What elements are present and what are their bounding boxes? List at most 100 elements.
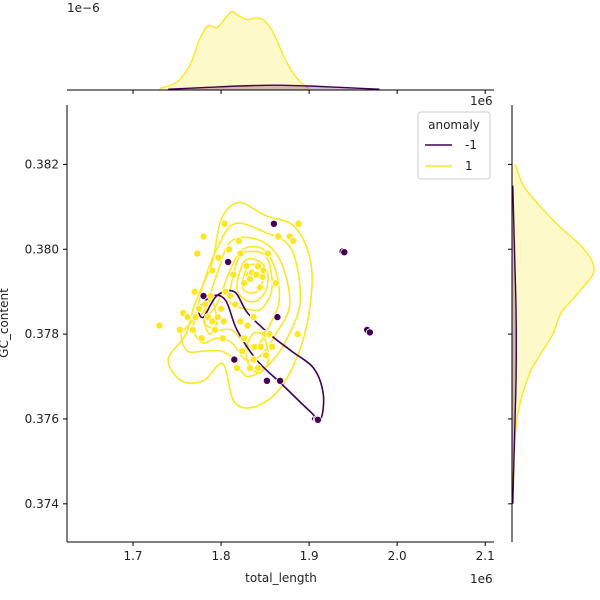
- point-pos1: [214, 253, 223, 262]
- point-neg1: [224, 257, 233, 266]
- point-pos1: [253, 363, 262, 372]
- point-pos1: [246, 363, 255, 372]
- point-neg1: [262, 376, 271, 385]
- kde-contour-pos1: [236, 257, 269, 303]
- marginal-x-curve-neg1: [168, 84, 380, 90]
- point-pos1: [239, 279, 248, 288]
- legend: anomaly -1 1: [417, 111, 491, 180]
- point-pos1: [234, 236, 243, 245]
- point-pos1: [255, 283, 264, 292]
- point-pos1: [243, 321, 252, 330]
- point-pos1: [259, 266, 268, 275]
- point-pos1: [193, 249, 202, 258]
- top-marginal-offset-label: 1e−6: [67, 1, 100, 15]
- point-pos1: [190, 287, 199, 296]
- kde-contour-pos1: [167, 201, 313, 409]
- point-pos1: [175, 325, 184, 334]
- point-pos1: [271, 279, 280, 288]
- scatter-points: [155, 219, 374, 424]
- point-pos1: [236, 317, 245, 326]
- marginal-y-panel: [512, 164, 595, 504]
- point-pos1: [197, 334, 206, 343]
- point-neg1: [365, 328, 374, 337]
- x-offset-label: 1e6: [470, 572, 493, 586]
- point-neg1: [340, 248, 349, 257]
- point-pos1: [217, 304, 226, 313]
- point-pos1: [256, 342, 265, 351]
- point-pos1: [155, 321, 164, 330]
- axes: 1.7 1.8 1.9 2.0 2.1 0.374 0.376 0.378 0.380 0.382: [25, 89, 513, 563]
- marginal-y-fill-neg1: [512, 185, 517, 504]
- marginal-x-fill-neg1: [168, 85, 380, 90]
- point-pos1: [210, 325, 219, 334]
- marginal-y-curve-neg1: [512, 185, 518, 504]
- kde-contour-pos1: [192, 236, 291, 362]
- point-pos1: [238, 347, 247, 356]
- point-pos1: [191, 313, 200, 322]
- point-neg1: [199, 291, 208, 300]
- point-pos1: [253, 262, 262, 271]
- marginal-y-fill-pos1: [512, 164, 595, 483]
- point-neg1: [273, 313, 282, 322]
- marginal-y-curve-pos1: [512, 164, 595, 483]
- point-pos1: [249, 313, 258, 322]
- point-pos1: [206, 291, 215, 300]
- kde-contour-pos1: [202, 245, 281, 349]
- legend-title: anomaly: [428, 118, 480, 132]
- point-pos1: [183, 313, 192, 322]
- point-pos1: [263, 249, 272, 258]
- point-pos1: [239, 334, 248, 343]
- point-pos1: [219, 317, 228, 326]
- x-tick-label: 1.7: [123, 549, 142, 563]
- point-pos1: [220, 219, 229, 228]
- point-pos1: [242, 262, 251, 271]
- point-pos1: [261, 351, 270, 360]
- point-pos1: [294, 219, 303, 228]
- point-pos1: [199, 232, 208, 241]
- y-tick-label: 0.376: [25, 412, 59, 426]
- legend-label-1: 1: [465, 159, 473, 173]
- point-pos1: [229, 270, 238, 279]
- marginal-x-panel: [159, 10, 380, 91]
- x-axis-label: total_length: [245, 571, 317, 585]
- y-tick-label: 0.378: [25, 327, 59, 341]
- point-pos1: [188, 325, 197, 334]
- point-pos1: [208, 266, 217, 275]
- legend-frame: [417, 111, 491, 180]
- point-pos1: [249, 355, 258, 364]
- point-neg1: [230, 355, 239, 364]
- point-pos1: [293, 330, 302, 339]
- legend-label-neg1: -1: [465, 138, 477, 152]
- point-pos1: [265, 330, 274, 339]
- point-neg1: [313, 415, 322, 424]
- x-tick-label: 2.0: [388, 549, 407, 563]
- y-axis-label: GC_content: [0, 288, 11, 358]
- marginal-x-curve-pos1: [159, 10, 310, 90]
- point-pos1: [289, 236, 298, 245]
- y-tick-label: 0.374: [25, 497, 59, 511]
- kde-contour-pos1: [180, 222, 302, 378]
- y-tick-label: 0.380: [25, 242, 59, 256]
- y-tick-label: 0.382: [25, 157, 59, 171]
- point-pos1: [195, 304, 204, 313]
- main-plot-area: [155, 201, 374, 424]
- point-neg1: [269, 219, 278, 228]
- point-pos1: [236, 249, 245, 258]
- point-pos1: [231, 300, 240, 309]
- point-pos1: [218, 334, 227, 343]
- point-pos1: [232, 363, 241, 372]
- point-pos1: [274, 232, 283, 241]
- x-tick-label: 2.1: [476, 549, 495, 563]
- point-pos1: [225, 291, 234, 300]
- point-pos1: [208, 317, 217, 326]
- point-neg1: [276, 376, 285, 385]
- point-pos1: [224, 245, 233, 254]
- x-tick-label: 1.8: [212, 549, 231, 563]
- x-tick-label: 1.9: [300, 549, 319, 563]
- point-pos1: [201, 300, 210, 309]
- point-pos1: [213, 313, 222, 322]
- point-pos1: [268, 342, 277, 351]
- right-marginal-offset-label: 1e6: [470, 94, 493, 108]
- kde-contours: [167, 201, 325, 423]
